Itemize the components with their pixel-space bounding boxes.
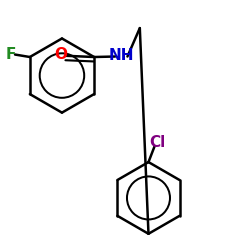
Text: O: O (55, 47, 68, 62)
Text: Cl: Cl (150, 135, 166, 150)
Text: NH: NH (108, 48, 134, 63)
Text: F: F (5, 47, 16, 62)
